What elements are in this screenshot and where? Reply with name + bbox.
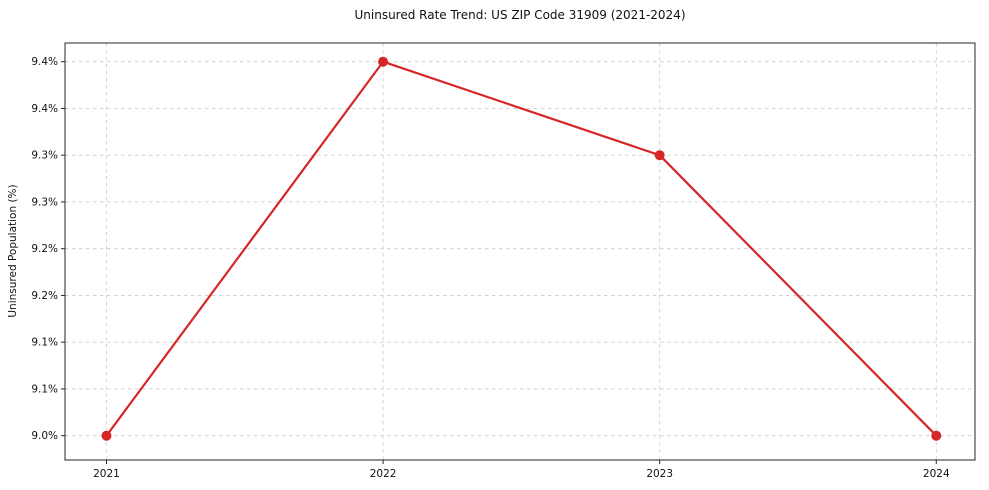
x-tick-label: 2024 xyxy=(923,468,950,480)
data-point-marker xyxy=(378,56,389,67)
plot-border xyxy=(64,42,976,461)
chart-title: Uninsured Rate Trend: US ZIP Code 31909 … xyxy=(354,8,686,22)
y-tick-label: 9.4% xyxy=(31,103,58,115)
y-tick-label: 9.3% xyxy=(31,150,58,162)
x-tick-label: 2022 xyxy=(370,468,397,480)
y-tick-label: 9.3% xyxy=(31,196,58,208)
x-tick-label: 2021 xyxy=(93,468,120,480)
y-tick-label: 9.0% xyxy=(31,430,58,442)
y-tick-label: 9.2% xyxy=(31,243,58,255)
y-tick-label: 9.1% xyxy=(31,383,58,395)
data-point-marker xyxy=(931,430,942,441)
data-point-marker xyxy=(654,150,665,161)
data-point-marker xyxy=(101,430,112,441)
data-line xyxy=(105,60,938,437)
x-tick-label: 2023 xyxy=(646,468,673,480)
y-tick-label: 9.1% xyxy=(31,337,58,349)
y-tick-label: 9.4% xyxy=(31,56,58,68)
y-tick-label: 9.2% xyxy=(31,290,58,302)
